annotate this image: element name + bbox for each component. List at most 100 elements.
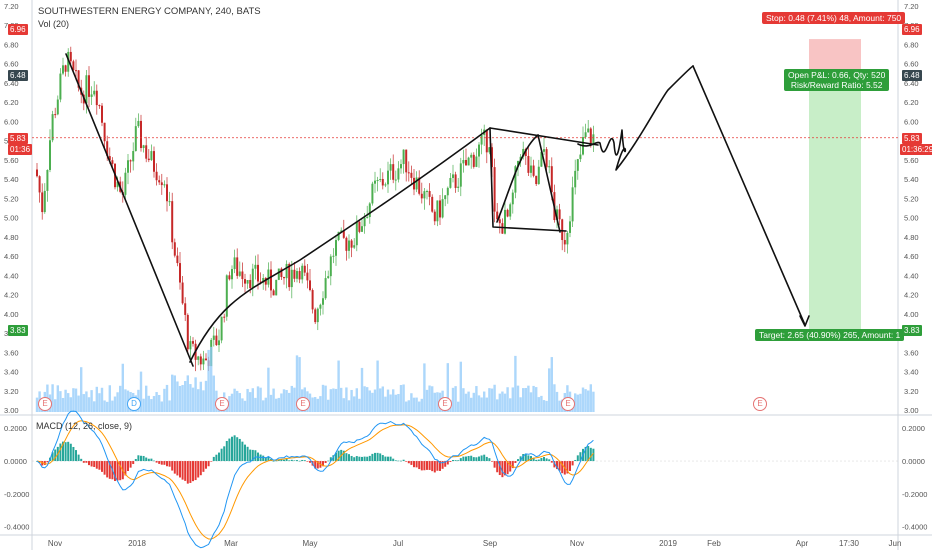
candle-body [155, 171, 158, 181]
candle-body [524, 148, 527, 157]
price-tick-right: 3.60 [904, 348, 919, 357]
candle-body [134, 126, 137, 152]
earnings-marker[interactable]: E [38, 397, 52, 411]
candle-body [140, 120, 142, 149]
volume-bar [363, 386, 366, 412]
volume-bar [524, 388, 527, 412]
volume-bar [488, 388, 491, 412]
candle-body [350, 240, 353, 248]
volume-bar [397, 393, 400, 412]
volume-bar [464, 393, 468, 412]
candle-body [493, 167, 496, 212]
macd-tick-left: 0.2000 [4, 424, 27, 433]
volume-bar [165, 384, 169, 412]
candle-body [368, 203, 371, 218]
macd-histogram-bar [397, 460, 400, 462]
volume-bar [516, 385, 520, 412]
macd-histogram-bar [275, 460, 278, 462]
macd-histogram-bar [561, 461, 564, 474]
candle-body [587, 128, 590, 133]
time-tick: Feb [707, 539, 721, 548]
volume-bar [280, 393, 283, 412]
pnl-info-box[interactable]: Open P&L: 0.66, Qty: 520 Risk/Reward Rat… [784, 69, 890, 91]
candle-body [509, 204, 512, 217]
macd-histogram-bar [368, 455, 371, 462]
volume-bar [511, 387, 514, 412]
candle-body [353, 245, 356, 248]
candle-body [478, 144, 480, 157]
candle-body [147, 158, 150, 161]
macd-histogram-bar [54, 449, 57, 462]
macd-histogram-bar [189, 461, 192, 483]
macd-histogram-bar [592, 448, 595, 462]
macd-histogram-bar [207, 461, 210, 467]
macd-histogram-bar [475, 457, 478, 462]
macd-histogram-bar [233, 435, 236, 462]
volume-bar [423, 363, 426, 412]
stop-info-box[interactable]: Stop: 0.48 (7.41%) 48, Amount: 750 [762, 12, 906, 24]
macd-histogram-bar [228, 438, 231, 462]
volume-bar [230, 393, 234, 412]
volume-bar [158, 394, 161, 412]
macd-histogram-bar [192, 461, 194, 482]
candle-body [215, 335, 218, 346]
candle-body [345, 237, 348, 251]
candle-body [116, 181, 119, 188]
dividend-marker[interactable]: D [127, 397, 141, 411]
candle-body [574, 170, 577, 188]
earnings-marker[interactable]: E [215, 397, 229, 411]
macd-tick-left: -0.4000 [4, 523, 29, 532]
macd-histogram-bar [119, 461, 122, 481]
candle-body [332, 255, 335, 257]
candle-body [366, 217, 369, 219]
candle-body [491, 147, 493, 168]
macd-histogram-bar [327, 460, 330, 462]
volume-bar [243, 400, 247, 412]
target-info-box[interactable]: Target: 2.65 (40.90%) 265, Amount: 1 [755, 329, 905, 341]
candle-body [371, 183, 374, 204]
candle-body [431, 196, 434, 212]
candle-body [535, 175, 538, 185]
volume-bar [548, 368, 551, 412]
earnings-marker[interactable]: E [438, 397, 452, 411]
macd-histogram-bar [587, 446, 590, 462]
candle-body [202, 358, 205, 365]
macd-histogram-bar [176, 461, 179, 476]
macd-tick-left: -0.2000 [4, 490, 29, 499]
earnings-marker[interactable]: E [753, 397, 767, 411]
target-zone [809, 75, 861, 331]
volume-bar [527, 385, 530, 412]
candle-body [566, 232, 569, 245]
macd-histogram-bar [179, 461, 181, 478]
macd-histogram-bar [342, 450, 345, 462]
stop-price-tag-left: 6.96 [8, 24, 28, 36]
macd-histogram-bar [355, 456, 358, 462]
volume-bar [259, 387, 262, 412]
price-tick-right: 6.40 [904, 79, 919, 88]
macd-histogram-bar [272, 460, 275, 462]
candle-body [41, 192, 44, 213]
earnings-marker[interactable]: E [561, 397, 575, 411]
candle-body [327, 276, 330, 279]
candle-body [314, 309, 317, 323]
price-tick-left: 3.00 [4, 406, 19, 415]
price-tick-left: 6.40 [4, 79, 19, 88]
candle-body [376, 180, 379, 182]
macd-histogram-bar [225, 440, 228, 462]
candle-body [277, 268, 280, 280]
price-tick-left: 5.60 [4, 156, 19, 165]
earnings-marker[interactable]: E [296, 397, 310, 411]
volume-bar [199, 381, 202, 412]
candle-body [569, 221, 571, 233]
volume-bar [119, 385, 122, 412]
volume-bar [503, 393, 507, 412]
volume-bar [425, 389, 429, 412]
candle-body [467, 157, 470, 166]
macd-histogram-bar [98, 461, 101, 470]
macd-histogram-bar [491, 461, 493, 462]
volume-bar [446, 363, 449, 412]
macd-line [36, 410, 594, 549]
candle-body [337, 231, 340, 241]
